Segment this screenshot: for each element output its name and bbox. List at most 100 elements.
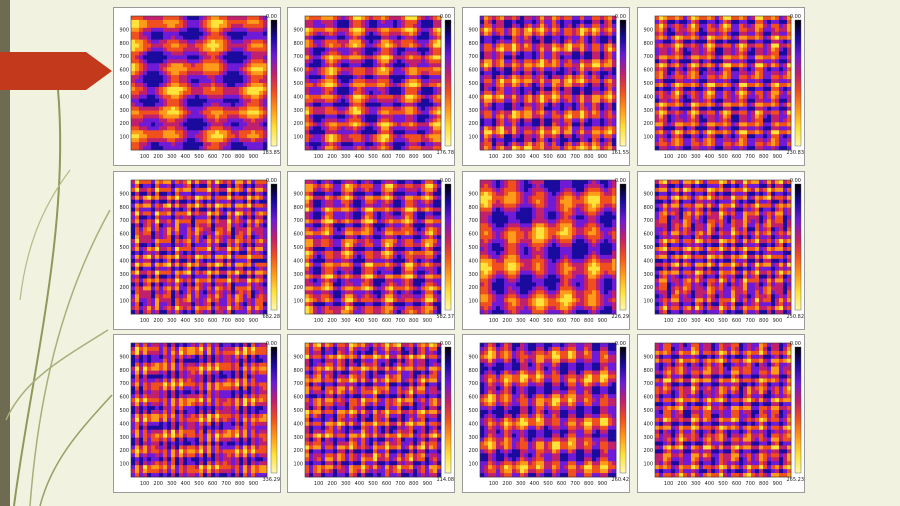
heatmap-cell <box>163 126 168 131</box>
heatmap-cell <box>183 86 188 92</box>
heatmap-cell <box>679 102 684 107</box>
heatmap-cell <box>691 23 696 29</box>
heatmap-cell <box>755 47 760 52</box>
heatmap-cell <box>484 59 489 64</box>
heatmap-cell <box>663 35 668 40</box>
heatmap-cell <box>159 59 164 64</box>
heatmap-cell <box>313 19 318 25</box>
heatmap-cell <box>211 199 216 204</box>
heatmap-cell <box>723 16 728 21</box>
heatmap-cell <box>243 67 248 72</box>
heatmap-cell <box>377 75 382 80</box>
heatmap-cell <box>512 102 517 107</box>
heatmap-cell <box>532 106 537 111</box>
heatmap-cell <box>131 71 136 76</box>
heatmap-cell <box>183 187 188 193</box>
heatmap-cell <box>365 118 370 123</box>
heatmap-cell <box>568 134 573 139</box>
heatmap-cell <box>683 39 688 44</box>
heatmap-cell <box>211 67 216 72</box>
heatmap-cell <box>215 39 220 44</box>
heatmap-cell <box>771 47 776 52</box>
heatmap-cell <box>215 23 220 29</box>
heatmap-cell <box>235 27 240 33</box>
heatmap-cell <box>480 23 485 29</box>
heatmap-cell <box>604 19 609 25</box>
heatmap-cell <box>373 126 378 131</box>
heatmap-cell <box>365 102 370 107</box>
heatmap-cell <box>251 39 256 44</box>
heatmap-cell <box>437 90 442 96</box>
heatmap-cell <box>369 16 374 21</box>
heatmap-cell <box>763 110 768 115</box>
heatmap-cell <box>568 59 573 64</box>
heatmap-cell <box>199 207 204 212</box>
heatmap-cell <box>560 27 565 33</box>
heatmap-cell <box>564 51 569 56</box>
heatmap-cell <box>504 142 509 147</box>
heatmap-cell <box>488 94 493 100</box>
heatmap-cell <box>321 16 326 21</box>
heatmap-cell <box>199 19 204 25</box>
heatmap-cell <box>135 55 140 60</box>
heatmap-cell <box>655 59 660 64</box>
heatmap-cell <box>377 27 382 33</box>
heatmap-cell <box>263 126 268 131</box>
heatmap-cell <box>191 63 196 68</box>
heatmap-cell <box>313 126 318 131</box>
heatmap-cell <box>747 110 752 115</box>
heatmap-cell <box>532 79 537 84</box>
heatmap-cell <box>247 67 252 72</box>
heatmap-cell <box>576 98 581 103</box>
heatmap-cell <box>747 59 752 64</box>
heatmap-cell <box>231 94 236 100</box>
heatmap-cell <box>703 75 708 80</box>
heatmap-cell <box>532 55 537 60</box>
heatmap-cell <box>779 146 784 151</box>
heatmap-cell <box>512 51 517 56</box>
heatmap-cell <box>783 146 788 151</box>
heatmap-cell <box>755 106 760 111</box>
heatmap-cell <box>405 35 410 40</box>
heatmap-cell <box>195 110 200 115</box>
heatmap-cell <box>179 207 184 212</box>
heatmap-cell <box>520 142 525 147</box>
heatmap-cell <box>373 63 378 68</box>
heatmap-cell <box>235 43 240 48</box>
heatmap-cell <box>775 63 780 68</box>
heatmap-cell <box>500 55 505 60</box>
heatmap-cell <box>747 39 752 44</box>
heatmap-cell <box>143 106 148 111</box>
heatmap-cell <box>675 39 680 44</box>
heatmap-cell <box>191 118 196 123</box>
heatmap-cell <box>739 59 744 64</box>
heatmap-cell <box>667 90 672 96</box>
heatmap-cell <box>385 102 390 107</box>
heatmap-cell <box>405 98 410 103</box>
heatmap-cell <box>433 35 438 40</box>
heatmap-cell <box>719 146 724 151</box>
heatmap-cell <box>393 134 398 139</box>
heatmap-cell <box>584 142 589 147</box>
heatmap-cell <box>353 16 358 21</box>
heatmap-cell <box>735 146 740 151</box>
heatmap-cell <box>207 90 212 96</box>
heatmap-cell <box>548 142 553 147</box>
heatmap-cell <box>143 199 148 204</box>
heatmap-cell <box>604 59 609 64</box>
heatmap-cell <box>552 106 557 111</box>
heatmap-cell <box>195 134 200 139</box>
heatmap-cell <box>429 83 434 88</box>
heatmap-cell <box>255 86 260 92</box>
heatmap-cell <box>401 31 406 36</box>
heatmap-cell <box>675 138 680 143</box>
heatmap-cell <box>763 114 768 119</box>
heatmap-cell <box>159 31 164 36</box>
heatmap-cell <box>544 55 549 60</box>
heatmap-cell <box>337 126 342 131</box>
heatmap-cell <box>365 31 370 36</box>
heatmap-cell <box>305 94 310 100</box>
heatmap-cell <box>349 67 354 72</box>
heatmap-cell <box>496 138 501 143</box>
